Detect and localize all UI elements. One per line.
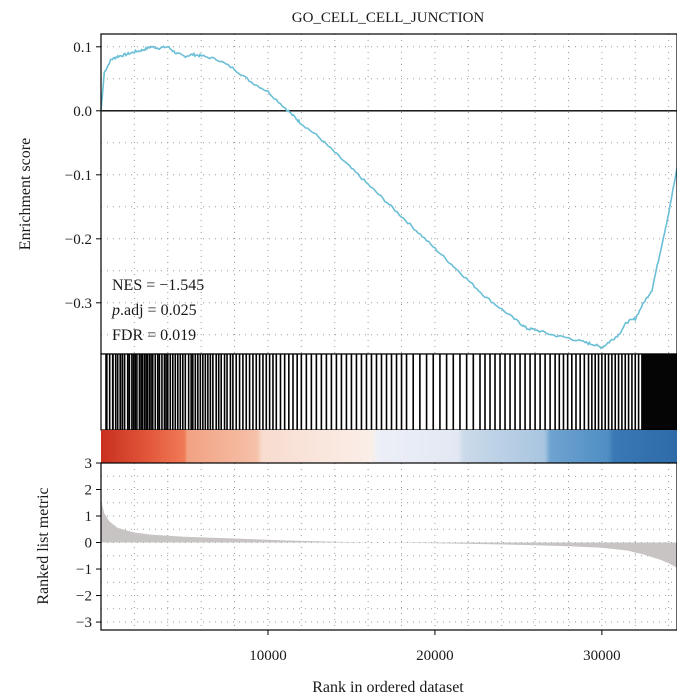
- enrichment-y-tick-label: −0.2: [65, 232, 92, 248]
- ranked-metric-y-tick-label: 3: [85, 456, 93, 472]
- gene-hits-barcode: [100, 353, 677, 431]
- x-axis-ticks: 10000 20000 30000: [249, 630, 621, 664]
- hit-dense-block: [641, 354, 677, 430]
- ranked-metric-y-tick-label: 1: [85, 509, 93, 525]
- enrichment-y-ticks: 0.1 0.0 −0.1 −0.2 −0.3: [65, 40, 101, 312]
- ranked-metric-y-tick-label: −3: [76, 615, 92, 631]
- x-tick-label: 20000: [416, 648, 454, 664]
- chart-title: GO_CELL_CELL_JUNCTION: [292, 10, 485, 26]
- x-axis-label: Rank in ordered dataset: [312, 679, 464, 696]
- ranked-metric-area: [101, 500, 677, 568]
- ranked-metric-y-tick-label: 0: [85, 536, 93, 552]
- nes-stat: NES = −1.545: [112, 277, 204, 294]
- barcode-background: [101, 354, 677, 430]
- padj-stat: p.adj = 0.025: [111, 302, 197, 319]
- ranked-metric-y-tick-label: −1: [76, 562, 92, 578]
- fdr-stat: FDR = 0.019: [112, 327, 196, 344]
- ranked-metric-panel: 3 2 1 0 −1 −2 −3 Ranked list metric: [35, 456, 677, 631]
- enrichment-y-tick-label: −0.3: [65, 296, 92, 312]
- rank-color-gradient: [101, 430, 677, 463]
- ranked-metric-y-tick-label: 2: [85, 483, 93, 499]
- ranked-metric-y-axis-label: Ranked list metric: [35, 487, 52, 604]
- x-tick-label: 30000: [583, 648, 621, 664]
- x-tick-label: 10000: [249, 648, 287, 664]
- enrichment-score-panel: 0.1 0.0 −0.1 −0.2 −0.3 Enrichment score NES …: [17, 33, 677, 355]
- stats-annotation: NES = −1.545 p.adj = 0.025 FDR = 0.019: [111, 277, 204, 344]
- enrichment-y-tick-label: 0.1: [73, 40, 92, 56]
- ranked-metric-y-tick-label: −2: [76, 589, 92, 605]
- enrichment-y-tick-label: −0.1: [65, 168, 92, 184]
- running-enrichment-line: [100, 45, 677, 350]
- enrichment-y-axis-label: Enrichment score: [17, 138, 34, 250]
- ranked-metric-y-ticks: 3 2 1 0 −1 −2 −3: [76, 456, 101, 631]
- enrichment-y-tick-label: 0.0: [73, 104, 92, 120]
- ranked-metric-frame: [100, 462, 677, 631]
